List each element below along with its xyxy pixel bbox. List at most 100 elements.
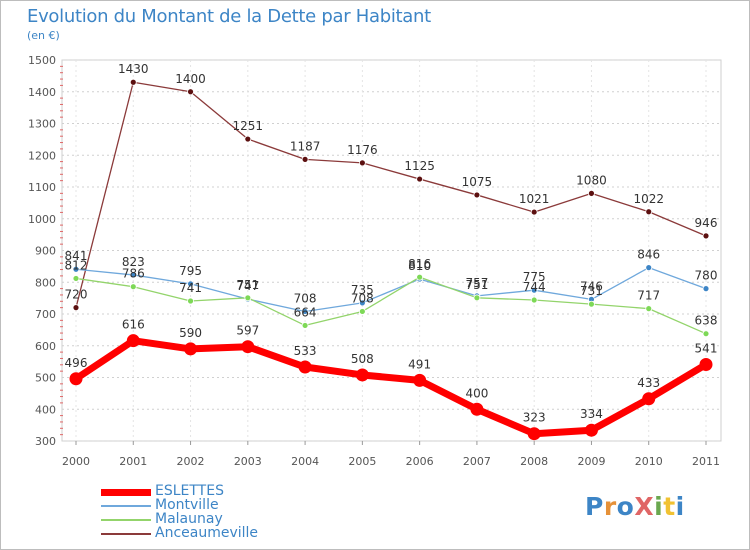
data-label: 786	[122, 267, 145, 281]
data-label: 717	[637, 289, 660, 303]
x-tick-label: 2003	[234, 455, 262, 468]
data-point	[413, 373, 427, 387]
x-tick-label: 2006	[406, 455, 434, 468]
series-line-eslettes	[74, 337, 708, 438]
x-tick-label: 2004	[291, 455, 319, 468]
logo-letter: r	[603, 492, 617, 521]
data-point	[298, 360, 312, 374]
data-label: 708	[351, 291, 374, 305]
data-label: 823	[122, 255, 145, 269]
data-point	[473, 294, 481, 302]
data-point	[129, 271, 137, 279]
y-tick-label: 700	[35, 308, 56, 321]
data-label: 751	[236, 278, 259, 292]
data-label: 1021	[519, 192, 550, 206]
data-label: 1187	[290, 139, 321, 153]
data-label: 780	[695, 269, 718, 283]
logo-letter: t	[663, 492, 676, 521]
y-tick-label: 900	[35, 245, 56, 258]
data-label: 757	[465, 276, 488, 290]
legend-label: Montville	[155, 497, 219, 513]
data-label: 533	[294, 344, 317, 358]
data-label: 1430	[118, 62, 149, 76]
data-point	[244, 135, 252, 143]
chart-title: Evolution du Montant de la Dette par Hab…	[27, 6, 431, 27]
data-point	[72, 275, 80, 282]
data-point	[645, 305, 653, 313]
series-line-montville	[75, 266, 707, 313]
data-point	[358, 299, 366, 307]
data-point	[699, 357, 713, 371]
data-point	[473, 191, 481, 199]
data-point	[358, 308, 366, 315]
legend-label: Anceaumeville	[155, 525, 259, 541]
y-tick-label: 1100	[28, 181, 56, 194]
legend-label: ESLETTES	[155, 483, 224, 499]
data-point	[301, 155, 309, 163]
data-label: 795	[179, 264, 202, 278]
series-line-malaunay	[75, 276, 707, 335]
data-point	[187, 88, 194, 96]
logo-letter: P	[585, 492, 604, 521]
data-label: 491	[408, 357, 431, 371]
data-label: 1080	[576, 173, 607, 187]
data-label: 433	[637, 376, 660, 390]
data-label: 946	[695, 216, 718, 230]
data-label: 708	[294, 291, 317, 305]
data-point	[301, 308, 309, 315]
legend-swatch	[101, 488, 151, 496]
data-label: 400	[465, 386, 488, 400]
data-label: 731	[580, 284, 603, 298]
data-label: 775	[523, 270, 546, 284]
data-label: 323	[523, 411, 546, 425]
x-tick-label: 2011	[692, 455, 720, 468]
data-point	[301, 322, 309, 329]
data-point	[244, 294, 252, 302]
data-point	[530, 296, 538, 304]
data-point	[588, 300, 595, 308]
data-point	[702, 285, 710, 293]
data-point	[645, 264, 653, 272]
proxiti-logo: ProXiti	[585, 492, 685, 521]
data-point	[358, 159, 366, 167]
legend-item-anceaumeville: Anceaumeville	[101, 525, 321, 542]
y-tick-label: 1000	[28, 213, 56, 226]
data-label: 744	[523, 280, 546, 294]
data-point	[588, 189, 595, 197]
x-tick-label: 2002	[177, 455, 205, 468]
data-label: 735	[351, 283, 374, 297]
y-tick-label: 500	[35, 372, 56, 385]
x-tick-label: 2010	[635, 455, 663, 468]
data-point	[126, 334, 140, 348]
data-label: 720	[65, 288, 88, 302]
data-point	[584, 423, 598, 437]
legend-swatch	[101, 505, 151, 507]
data-label: 747	[236, 279, 259, 293]
logo-letter: o	[616, 492, 635, 521]
data-point	[416, 175, 424, 183]
data-label: 841	[65, 249, 88, 263]
y-tick-label: 300	[35, 435, 56, 448]
legend-label: Malaunay	[155, 511, 223, 527]
data-label: 1176	[347, 143, 378, 157]
y-tick-label: 600	[35, 340, 56, 353]
data-point	[72, 265, 80, 273]
data-label: 590	[179, 326, 202, 340]
y-tick-label: 400	[35, 403, 56, 416]
data-point	[642, 392, 656, 406]
data-label: 746	[580, 279, 603, 293]
y-tick-label: 1300	[28, 118, 56, 131]
data-point	[355, 368, 369, 382]
data-label: 1075	[462, 175, 493, 189]
y-tick-label: 800	[35, 276, 56, 289]
data-label: 1400	[175, 72, 206, 86]
logo-letter: X	[634, 492, 655, 521]
data-label: 846	[637, 248, 660, 262]
legend-item-eslettes: ESLETTES	[101, 483, 321, 500]
data-point	[129, 78, 137, 86]
data-label: 334	[580, 407, 603, 421]
data-label: 810	[408, 259, 431, 273]
data-label: 816	[408, 257, 431, 271]
data-label: 741	[179, 281, 202, 295]
legend-swatch	[101, 533, 151, 535]
